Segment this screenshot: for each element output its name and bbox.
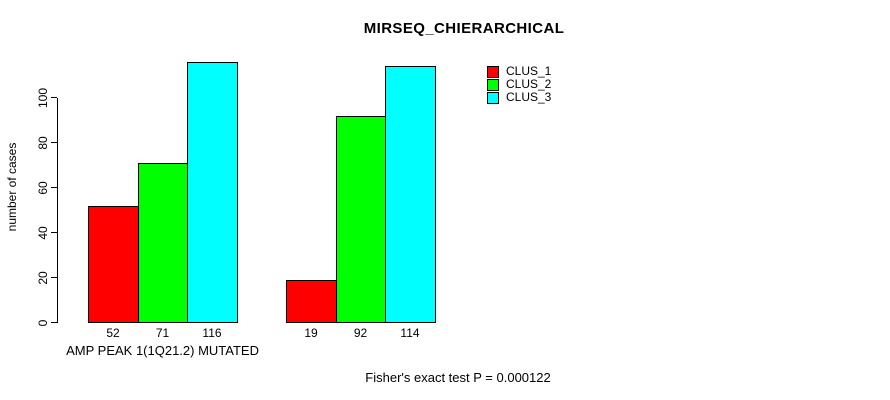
legend-swatch-clus_2 — [487, 78, 499, 91]
bar-clus_1-group1 — [88, 205, 139, 323]
bar-clus_1-group2 — [286, 279, 337, 323]
y-tick-label: 100 — [36, 87, 50, 108]
legend-row-clus_1: CLUS_1 — [487, 65, 551, 78]
y-tick-label: 60 — [36, 180, 50, 195]
y-tick-mark — [51, 97, 57, 98]
legend-swatch-clus_3 — [487, 91, 499, 104]
bar-clus_3-group2 — [385, 66, 436, 323]
y-tick-label: 40 — [36, 225, 50, 240]
y-tick-mark — [51, 322, 57, 323]
legend-label: CLUS_1 — [506, 64, 552, 78]
y-tick-label: 80 — [36, 135, 50, 150]
bar-value-label: 116 — [202, 326, 222, 340]
y-tick-mark — [51, 277, 57, 278]
legend-label: CLUS_2 — [506, 77, 552, 91]
y-tick-mark — [51, 187, 57, 188]
bar-clus_3-group1 — [187, 61, 238, 323]
legend-swatch-clus_1 — [487, 65, 499, 78]
y-tick-mark — [51, 142, 57, 143]
y-tick-label: 0 — [36, 319, 50, 326]
y-axis-line — [57, 97, 58, 323]
chart-title: MIRSEQ_CHIERARCHICAL — [363, 20, 565, 37]
fisher-test-note: Fisher's exact test P = 0.000122 — [365, 370, 551, 385]
bar-clus_2-group2 — [336, 115, 386, 323]
legend: CLUS_1 CLUS_2 CLUS_3 — [487, 65, 551, 104]
bar-value-label: 114 — [400, 326, 420, 340]
bar-value-label: 71 — [155, 326, 170, 340]
y-tick-label: 20 — [36, 270, 50, 285]
legend-row-clus_3: CLUS_3 — [487, 91, 551, 104]
x-group-label: AMP PEAK 1(1Q21.2) MUTATED — [66, 343, 259, 358]
bar-value-label: 19 — [304, 326, 318, 340]
y-axis-label: number of cases — [5, 142, 19, 232]
y-tick-mark — [51, 232, 57, 233]
bar-value-label: 52 — [106, 326, 120, 340]
legend-label: CLUS_3 — [506, 90, 552, 104]
bar-value-label: 92 — [353, 326, 368, 340]
bar-clus_2-group1 — [138, 162, 188, 323]
legend-row-clus_2: CLUS_2 — [487, 78, 551, 91]
